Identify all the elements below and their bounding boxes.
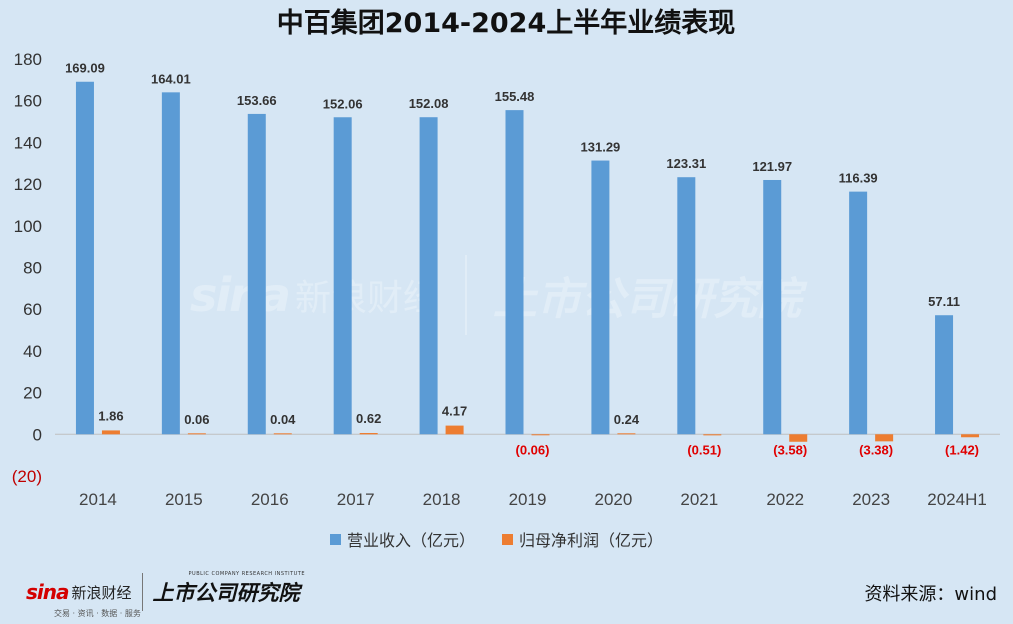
net-profit-bar (703, 434, 722, 436)
institute-name: 上市公司研究院 (152, 581, 300, 605)
y-tick-label: 160 (14, 92, 42, 111)
net-profit-bar (445, 425, 464, 435)
revenue-bar (591, 160, 610, 435)
net-profit-data-label: (0.51) (687, 442, 721, 457)
x-tick-label: 2021 (680, 490, 718, 509)
chart-title: 中百集团2014-2024上半年业绩表现 (277, 7, 736, 39)
revenue-bar (75, 81, 94, 435)
revenue-bar (849, 191, 868, 435)
logo-divider (141, 573, 143, 611)
revenue-data-label: 169.09 (65, 61, 105, 76)
y-tick-label: 80 (23, 259, 42, 278)
revenue-data-label: 131.29 (581, 140, 621, 155)
y-tick-label: 0 (33, 425, 42, 444)
x-axis: 2014 2015 2016 2017 2018 2019 2020 2021 2022 2023… (79, 490, 987, 509)
net-profit-data-label: 0.24 (614, 412, 640, 427)
revenue-bar (161, 92, 180, 435)
x-tick-label: 2020 (594, 490, 632, 509)
revenue-data-label: 57.11 (928, 294, 960, 309)
legend: 营业收入（亿元） 归母净利润（亿元） (330, 531, 663, 550)
revenue-data-label: 116.39 (839, 171, 878, 186)
y-tick-label: 120 (14, 175, 42, 194)
footer-logo: sina 新浪财经 交易 · 资讯 · 数据 · 服务 PUBLIC COMPA… (26, 570, 305, 618)
revenue-data-label: 152.06 (323, 96, 363, 111)
x-tick-label: 2023 (852, 490, 890, 509)
revenue-data-label: 123.31 (666, 156, 706, 171)
legend-label: 归母净利润（亿元） (519, 531, 663, 550)
y-axis: 180 160 140 120 100 80 60 40 20 0 (20) (12, 50, 42, 486)
institute-logo: PUBLIC COMPANY RESEARCH INSTITUTE 上市公司研究… (152, 571, 305, 607)
net-profit-bar (359, 433, 378, 435)
sina-finance-label: 新浪财经 (71, 583, 132, 602)
net-profit-data-label: 1.86 (98, 408, 123, 423)
net-profit-data-label: (0.06) (516, 442, 550, 457)
net-profit-data-label: 0.62 (356, 411, 381, 426)
net-profit-data-label: 0.04 (270, 412, 296, 427)
y-tick-label: 100 (14, 217, 42, 236)
legend-swatch (502, 534, 513, 545)
x-tick-label: 2022 (766, 490, 804, 509)
x-tick-label: 2019 (509, 490, 547, 509)
y-tick-label: 40 (23, 342, 42, 361)
x-tick-label: 2024H1 (927, 490, 987, 509)
x-tick-label: 2015 (165, 490, 203, 509)
y-tick-label: 180 (14, 50, 42, 69)
revenue-bar (419, 117, 438, 435)
revenue-bar (935, 315, 954, 435)
revenue-bar (763, 179, 782, 435)
revenue-data-label: 164.01 (151, 71, 191, 86)
legend-label: 营业收入（亿元） (347, 531, 475, 550)
net-profit-bar (961, 434, 980, 438)
sina-logo: sina (26, 580, 69, 604)
revenue-bar (247, 113, 266, 435)
revenue-data-label: 155.48 (495, 89, 535, 104)
institute-english-name: PUBLIC COMPANY RESEARCH INSTITUTE (188, 571, 305, 577)
revenue-bar (333, 117, 352, 435)
source-note: 资料来源：wind (864, 584, 997, 605)
net-profit-bar (273, 433, 292, 435)
revenue-data-label: 121.97 (752, 159, 792, 174)
y-tick-label: 20 (23, 384, 42, 403)
net-profit-data-label: (1.42) (945, 442, 979, 457)
net-profit-data-label: (3.38) (859, 442, 893, 457)
y-tick-label: 60 (23, 300, 42, 319)
revenue-bar (505, 110, 524, 435)
revenue-data-label: 152.08 (409, 96, 449, 111)
net-profit-data-label: 0.06 (184, 412, 209, 427)
net-profit-bar (789, 434, 808, 442)
x-tick-label: 2018 (423, 490, 461, 509)
net-profit-bar (101, 430, 120, 435)
net-profit-bar (875, 434, 894, 442)
x-tick-label: 2016 (251, 490, 289, 509)
x-tick-label: 2014 (79, 490, 117, 509)
net-profit-bar (617, 433, 636, 435)
legend-swatch (330, 534, 341, 545)
net-profit-bar (187, 433, 206, 435)
y-tick-label: 140 (14, 133, 42, 152)
revenue-bar (677, 177, 696, 435)
net-profit-data-label: 4.17 (442, 404, 467, 419)
sina-finance-subtitle: 交易 · 资讯 · 数据 · 服务 (54, 609, 141, 618)
data-labels: 169.09 1.86 164.01 0.06 153.66 0.04 152.06 0.62… (65, 61, 979, 458)
net-profit-data-label: (3.58) (773, 442, 807, 457)
bar-chart: 中百集团2014-2024上半年业绩表现 180 160 140 120 100 80 60… (12, 7, 1000, 550)
bars (75, 81, 980, 442)
revenue-data-label: 153.66 (237, 93, 277, 108)
x-tick-label: 2017 (337, 490, 375, 509)
y-tick-label: (20) (12, 467, 42, 486)
net-profit-bar (531, 434, 550, 436)
